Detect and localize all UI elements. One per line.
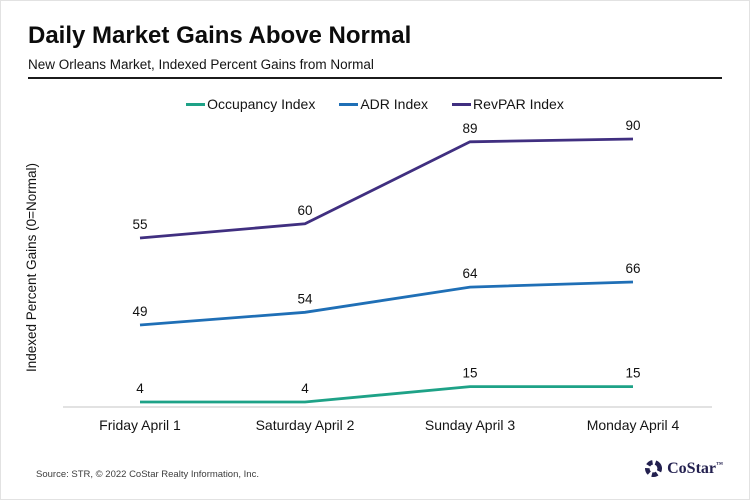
legend-label: RevPAR Index: [473, 96, 564, 112]
chart-title: Daily Market Gains Above Normal: [28, 22, 412, 49]
x-axis-label-saturday-april-2: Saturday April 2: [255, 417, 355, 433]
data-label-occupancy-index-3: 15: [625, 366, 640, 381]
data-label-adr-index-1: 54: [297, 291, 313, 306]
legend-swatch-adr-index: [339, 102, 359, 106]
x-axis-labels: Friday April 1 Saturday April 2 Sunday Apr…: [0, 417, 750, 437]
data-label-adr-index-3: 66: [625, 261, 640, 276]
series-line-occupancy-index: [140, 385, 633, 404]
data-label-occupancy-index-2: 15: [462, 366, 477, 381]
data-label-occupancy-index-0: 4: [136, 381, 144, 396]
legend-item-adr-index: ADR Index: [339, 96, 428, 112]
legend-swatch-revpar-index: [452, 102, 472, 106]
trademark-symbol: ™: [716, 460, 723, 469]
source-note: Source: STR, © 2022 CoStar Realty Inform…: [36, 469, 259, 480]
data-label-adr-index-0: 49: [132, 304, 147, 319]
data-label-revpar-index-0: 55: [132, 217, 147, 232]
costar-logo-icon: [645, 460, 663, 477]
data-label-adr-index-2: 64: [462, 266, 478, 281]
data-label-revpar-index-1: 60: [297, 203, 312, 218]
series-line-adr-index: [139, 280, 634, 327]
legend-swatch-occupancy-index: [186, 102, 206, 106]
costar-logo-wordmark: CoStar: [667, 459, 716, 477]
x-axis-label-monday-april-4: Monday April 4: [586, 417, 680, 433]
title-divider: [28, 77, 722, 79]
legend-label: ADR Index: [360, 96, 429, 112]
legend: Occupancy Index ADR Index RevPAR Index: [0, 96, 750, 112]
x-axis-label-sunday-april-3: Sunday April 3: [424, 417, 516, 433]
data-label-revpar-index-2: 89: [462, 121, 477, 136]
series-line-revpar-index: [139, 137, 634, 240]
chart-canvas: 4 4 15 15 49 54 64 66 55 60 89 90: [63, 118, 712, 408]
x-axis-label-friday-april-1: Friday April 1: [99, 417, 181, 433]
chart-subtitle: New Orleans Market, Indexed Percent Gain…: [28, 57, 374, 72]
legend-item-revpar-index: RevPAR Index: [452, 96, 564, 112]
legend-item-occupancy-index: Occupancy Index: [186, 96, 315, 112]
costar-logo: CoStar™: [644, 459, 723, 478]
data-label-revpar-index-3: 90: [625, 118, 640, 133]
data-label-occupancy-index-1: 4: [301, 381, 309, 396]
costar-logo-text: CoStar™: [667, 460, 723, 478]
legend-label: Occupancy Index: [207, 96, 316, 112]
